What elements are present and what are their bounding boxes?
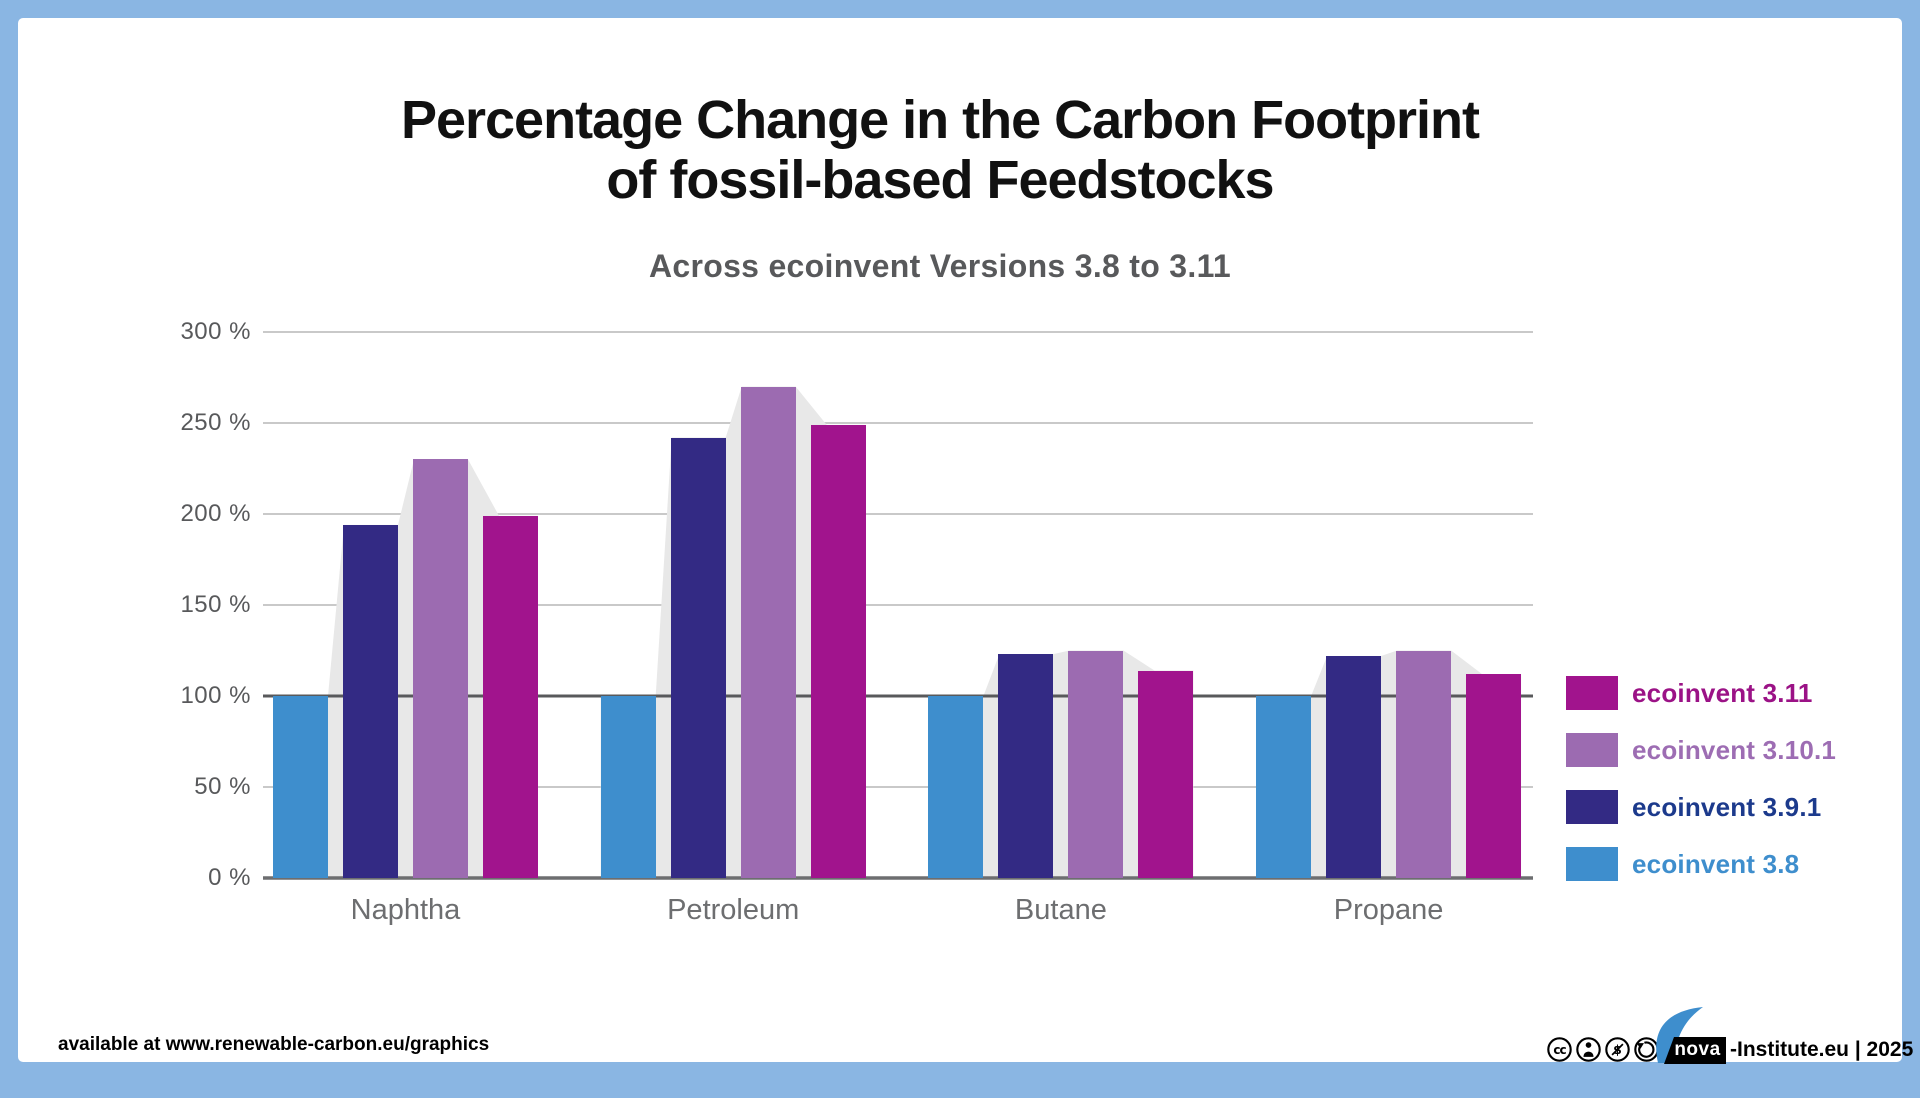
category-label-naphtha: Naphtha bbox=[350, 894, 461, 926]
cc-nc-dollar-icon: $ bbox=[1605, 1036, 1630, 1062]
chart-card: Percentage Change in the Carbon Footprin… bbox=[18, 18, 1913, 1064]
bar-naphtha-ecoinvent-3.11 bbox=[483, 515, 538, 878]
bar-butane-ecoinvent-3.9.1 bbox=[998, 654, 1054, 878]
bar-naphtha-ecoinvent-3.8 bbox=[273, 696, 328, 878]
legend-swatch bbox=[1566, 733, 1618, 767]
bar-naphtha-ecoinvent-3.9.1 bbox=[343, 524, 398, 878]
svg-text:cc: cc bbox=[1553, 1042, 1566, 1056]
legend-label: ecoinvent 3.8 bbox=[1632, 848, 1800, 879]
y-tick-300: 300 % bbox=[180, 318, 251, 345]
bar-petroleum-ecoinvent-3.10.1 bbox=[740, 386, 796, 878]
credit-text: -Institute.eu | 2025 bbox=[1730, 1038, 1914, 1061]
legend-item-ecoinvent-3.9.1: ecoinvent 3.9.1 bbox=[1566, 790, 1821, 824]
legend-label: ecoinvent 3.9.1 bbox=[1632, 791, 1822, 822]
cc-icon: cc bbox=[1547, 1036, 1572, 1062]
category-label-butane: Butane bbox=[1014, 894, 1107, 926]
bar-propane-ecoinvent-3.11 bbox=[1466, 674, 1522, 878]
page-title: Percentage Change in the Carbon Footprin… bbox=[400, 90, 1480, 211]
legend-swatch bbox=[1566, 676, 1618, 710]
legend-item-ecoinvent-3.8: ecoinvent 3.8 bbox=[1566, 847, 1799, 881]
y-tick-150: 150 % bbox=[180, 591, 251, 618]
bar-propane-ecoinvent-3.9.1 bbox=[1326, 655, 1382, 878]
y-tick-250: 250 % bbox=[180, 409, 251, 436]
y-tick-100: 100 % bbox=[180, 682, 251, 709]
y-tick-50: 50 % bbox=[194, 773, 251, 800]
category-label-propane: Propane bbox=[1333, 894, 1444, 926]
page-subtitle: Across ecoinvent Versions 3.8 to 3.11 bbox=[648, 248, 1232, 284]
bar-butane-ecoinvent-3.8 bbox=[928, 696, 984, 878]
category-label-petroleum: Petroleum bbox=[667, 894, 800, 926]
bar-chart: 0 % 50 % 100 % 150 % 200 % 250 % 300 % Naphtha P… bbox=[18, 18, 1920, 1098]
bar-petroleum-ecoinvent-3.11 bbox=[810, 424, 866, 878]
legend-swatch bbox=[1566, 847, 1618, 881]
footer-note: available at www.renewable-carbon.eu/gra… bbox=[58, 1034, 490, 1055]
bar-petroleum-ecoinvent-3.9.1 bbox=[670, 437, 726, 878]
cc-by-person-icon bbox=[1576, 1036, 1601, 1062]
legend-label: ecoinvent 3.11 bbox=[1632, 677, 1813, 708]
nova-logo: nova bbox=[1664, 1037, 1726, 1064]
license-icons: cc $ bbox=[1546, 1032, 1662, 1066]
plot-canvas bbox=[263, 331, 1533, 880]
bar-naphtha-ecoinvent-3.10.1 bbox=[413, 459, 468, 878]
bar-butane-ecoinvent-3.10.1 bbox=[1068, 650, 1124, 878]
y-tick-200: 200 % bbox=[180, 500, 251, 527]
bar-propane-ecoinvent-3.10.1 bbox=[1396, 650, 1452, 878]
legend-item-ecoinvent-3.10.1: ecoinvent 3.10.1 bbox=[1566, 733, 1836, 767]
bar-petroleum-ecoinvent-3.8 bbox=[600, 696, 656, 878]
bar-butane-ecoinvent-3.11 bbox=[1138, 670, 1194, 878]
legend-item-ecoinvent-3.11: ecoinvent 3.11 bbox=[1566, 676, 1813, 710]
y-tick-0: 0 % bbox=[208, 864, 251, 891]
bar-propane-ecoinvent-3.8 bbox=[1256, 696, 1312, 878]
legend-swatch bbox=[1566, 790, 1618, 824]
nova-logo-swoosh-icon bbox=[1656, 1007, 1703, 1063]
legend-label: ecoinvent 3.10.1 bbox=[1632, 734, 1837, 765]
